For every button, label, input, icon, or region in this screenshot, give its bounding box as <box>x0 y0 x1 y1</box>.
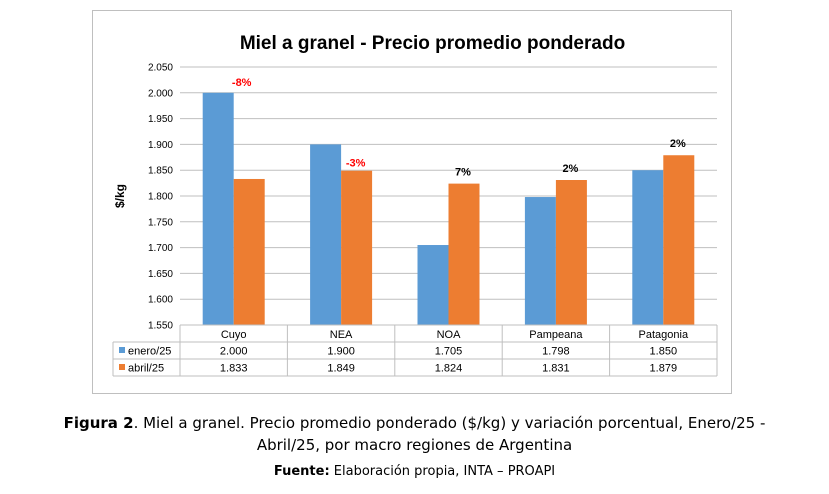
percent-change-label: 2% <box>562 163 578 175</box>
y-tick-label: 1.700 <box>148 243 173 254</box>
bar-abril-25-cuyo <box>233 178 265 325</box>
y-tick-label: 1.800 <box>148 192 173 203</box>
y-tick-label: 1.750 <box>148 217 173 228</box>
table-value: 1.850 <box>650 346 678 358</box>
source-text: Elaboración propia, INTA – PROAPI <box>329 464 556 479</box>
bar-enero-25-pampeana <box>524 197 556 325</box>
y-tick-label: 2.050 <box>148 63 173 74</box>
legend-label: abril/25 <box>128 363 164 375</box>
figure-source: Fuente: Elaboración propia, INTA – PROAP… <box>0 462 829 482</box>
bar-abril-25-nea <box>341 170 373 325</box>
percent-change-label: -8% <box>232 77 252 89</box>
category-label: NOA <box>437 329 462 341</box>
chart-frame: Miel a granel - Precio promedio ponderad… <box>92 10 732 394</box>
table-value: 1.798 <box>542 346 570 358</box>
bar-abril-25-noa <box>448 183 480 325</box>
category-label: NEA <box>330 329 353 341</box>
percent-change-label: 2% <box>670 138 686 150</box>
table-value: 1.833 <box>220 363 248 375</box>
table-value: 1.900 <box>327 346 355 358</box>
legend-key <box>119 364 125 370</box>
figure-caption: Figura 2. Miel a granel. Precio promedio… <box>0 412 829 434</box>
bar-enero-25-noa <box>417 245 449 325</box>
percent-change-label: 7% <box>455 167 471 179</box>
y-tick-label: 1.650 <box>148 269 173 280</box>
table-value: 1.879 <box>650 363 678 375</box>
caption-text-line1: . Miel a granel. Precio promedio pondera… <box>133 414 766 432</box>
category-label: Pampeana <box>529 329 583 341</box>
bar-abril-25-pampeana <box>555 180 587 325</box>
y-axis-label: $/kg <box>113 184 127 208</box>
percent-change-label: -3% <box>346 158 366 170</box>
bar-enero-25-patagonia <box>632 170 664 325</box>
table-value: 1.831 <box>542 363 570 375</box>
table-value: 1.849 <box>327 363 355 375</box>
category-label: Cuyo <box>221 329 247 341</box>
bar-enero-25-cuyo <box>202 92 234 325</box>
category-label: Patagonia <box>639 329 689 341</box>
chart-title: Miel a granel - Precio promedio ponderad… <box>240 33 625 54</box>
source-label: Fuente: <box>273 464 330 479</box>
y-tick-label: 1.850 <box>148 166 173 177</box>
y-tick-label: 1.900 <box>148 140 173 151</box>
y-tick-label: 1.550 <box>148 321 173 332</box>
caption-text-line2: Abril/25, por macro regiones de Argentin… <box>256 436 573 454</box>
caption-label: Figura 2 <box>63 414 134 432</box>
y-tick-label: 1.950 <box>148 114 173 125</box>
bar-chart: Miel a granel - Precio promedio ponderad… <box>112 33 718 377</box>
legend-label: enero/25 <box>128 346 171 358</box>
table-value: 1.705 <box>435 346 463 358</box>
table-value: 1.824 <box>435 363 463 375</box>
y-tick-label: 2.000 <box>148 88 173 99</box>
table-value: 2.000 <box>220 346 248 358</box>
bar-enero-25-nea <box>310 144 342 325</box>
y-tick-label: 1.600 <box>148 295 173 306</box>
bar-abril-25-patagonia <box>663 155 695 325</box>
legend-key <box>119 347 125 353</box>
